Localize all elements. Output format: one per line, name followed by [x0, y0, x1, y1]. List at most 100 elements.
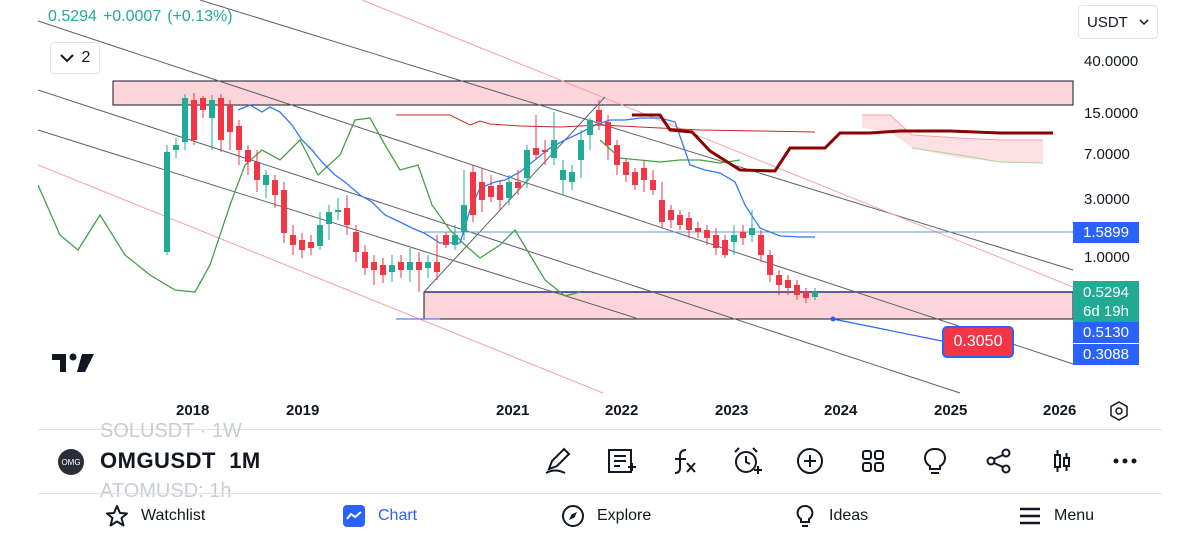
candle-body: [677, 215, 683, 225]
ghost-symbol-below: ATOMUSD: 1h: [100, 480, 232, 502]
idea-icon[interactable]: [920, 446, 950, 476]
nav-ideas[interactable]: Ideas: [793, 504, 868, 528]
symbol-interval[interactable]: 1M: [229, 448, 261, 473]
bottom-nav: Watchlist Chart Explore Ideas Menu: [0, 494, 1200, 540]
candle-body: [587, 120, 593, 135]
chart-settings-icon[interactable]: [1109, 401, 1129, 421]
hamburger-icon: [1020, 507, 1040, 525]
candle-body: [560, 170, 566, 180]
candle-body: [326, 212, 332, 224]
candle-body: [533, 148, 539, 155]
candle-body: [317, 225, 323, 246]
chevron-down-icon: [59, 54, 74, 63]
candle-body: [641, 168, 647, 180]
symbol-bar: SOLUSDT · 1W ATOMUSD: 1h OMG OMGUSDT 1M: [0, 420, 1200, 502]
chart-area[interactable]: [38, 0, 1162, 428]
chart-canvas[interactable]: [38, 0, 1162, 428]
candle-body: [803, 292, 809, 298]
candle-body: [452, 235, 458, 245]
symbol-ticker: OMGUSDT: [100, 448, 216, 473]
function-icon[interactable]: [670, 446, 700, 476]
base-line: [396, 114, 816, 133]
candle-body: [407, 262, 413, 270]
candle-body: [236, 126, 242, 150]
chart-icon: [343, 505, 365, 527]
target-point: [830, 316, 836, 322]
time-axis-label: 2019: [286, 402, 320, 419]
divider: [38, 429, 1162, 430]
candle-body: [281, 190, 287, 233]
candle-body: [713, 235, 719, 248]
red-channel-line: [38, 164, 604, 394]
target-projection-line: [832, 318, 943, 342]
candles-icon[interactable]: [1047, 446, 1077, 476]
nav-explore[interactable]: Explore: [561, 504, 651, 528]
indicators-collapse-button[interactable]: 2: [50, 42, 100, 74]
ichimoku-cloud: [862, 115, 1043, 163]
bar-countdown: 6d 19h: [1083, 303, 1129, 320]
notes-icon[interactable]: [606, 446, 636, 476]
grid-icon[interactable]: [858, 446, 888, 476]
candle-body: [767, 255, 773, 275]
support-zone: [423, 291, 1074, 320]
current-price-tag: 0.5294 6d 19h: [1073, 281, 1139, 323]
candle-body: [290, 235, 296, 245]
add-icon[interactable]: [795, 446, 825, 476]
currency-select[interactable]: USDT: [1078, 5, 1158, 39]
candle-body: [344, 208, 350, 225]
target-price-label[interactable]: 0.3050: [942, 326, 1014, 358]
time-axis-label: 2021: [496, 402, 530, 419]
indicators-count: 2: [81, 49, 91, 66]
tradingview-logo[interactable]: [52, 352, 96, 374]
time-axis-label: 2024: [824, 402, 858, 419]
candle-body: [605, 122, 611, 145]
leading-span-a: [862, 114, 1043, 141]
compass-icon: [562, 505, 584, 527]
candle-body: [335, 210, 341, 212]
nav-chart[interactable]: Chart: [342, 504, 417, 528]
price-tag-level: 0.5130: [1073, 322, 1139, 343]
candle-body: [380, 265, 386, 275]
price-axis-label: 1.0000: [1084, 249, 1130, 266]
candle-body: [578, 140, 584, 160]
channel-line: [38, 20, 1074, 365]
symbol-selector[interactable]: OMGUSDT 1M: [100, 448, 261, 474]
candle-body: [515, 182, 521, 188]
candle-body: [425, 262, 431, 268]
candle-body: [182, 98, 188, 142]
channel-line: [38, 129, 637, 319]
candle-body: [614, 145, 620, 165]
quote-change: +0.0007: [102, 8, 162, 25]
candle-body: [776, 275, 782, 285]
candle-body: [443, 235, 449, 245]
candle-body: [227, 105, 233, 132]
candle-body: [794, 285, 800, 295]
time-axis-label: 2025: [934, 402, 968, 419]
price-axis-label: 7.0000: [1084, 146, 1130, 163]
nav-watchlist[interactable]: Watchlist: [105, 504, 205, 528]
time-axis-label: 2023: [715, 402, 749, 419]
candle-body: [191, 100, 197, 140]
candle-body: [164, 152, 170, 252]
candle-body: [623, 162, 629, 175]
divider: [38, 493, 1162, 494]
candle-body: [758, 235, 764, 255]
candle-body: [209, 100, 215, 118]
candle-body: [506, 182, 512, 198]
share-icon[interactable]: [984, 446, 1014, 476]
price-axis-label: 3.0000: [1084, 191, 1130, 208]
candle-body: [200, 98, 206, 110]
candle-body: [524, 150, 530, 178]
candle-body: [470, 172, 476, 215]
nav-menu-label: Menu: [1054, 507, 1095, 524]
channel-line: [199, 0, 1074, 271]
price-tag-level: 0.3088: [1073, 344, 1139, 365]
nav-explore-label: Explore: [597, 507, 652, 524]
candle-body: [299, 240, 305, 250]
pen-icon[interactable]: [543, 446, 573, 476]
more-icon[interactable]: [1110, 446, 1140, 476]
alert-icon[interactable]: [732, 446, 762, 476]
channel-line: [38, 89, 961, 394]
quote-change-pct: (+0.13%): [167, 8, 233, 25]
nav-menu[interactable]: Menu: [1018, 504, 1094, 528]
